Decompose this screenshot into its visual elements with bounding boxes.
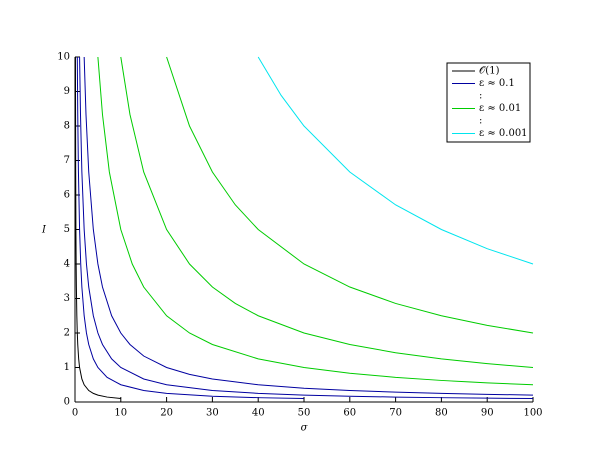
y-tick-label: 8 [64,121,70,132]
x-tick-label: 10 [114,408,127,419]
x-tick-label: 100 [523,408,542,419]
x-tick-label: 80 [435,408,448,419]
y-tick-label: 6 [64,190,70,201]
y-tick-label: 5 [64,224,70,235]
y-tick-label: 3 [64,293,70,304]
y-tick-label: 9 [64,86,70,97]
curve [257,56,534,265]
x-tick-label: 60 [343,408,356,419]
x-tick-label: 0 [72,408,78,419]
legend-label: ε ≈ 0.01 [479,103,521,114]
curve [76,56,305,400]
legend-label: 𝒪(1) [479,66,500,77]
y-tick-label: 0 [64,397,70,408]
y-tick-label: 2 [64,328,70,339]
curve [74,56,121,400]
legend-label: ε ≈ 0.001 [479,128,528,139]
x-tick-label: 20 [160,408,173,419]
x-tick-label: 50 [298,408,311,419]
legend-box [446,62,531,143]
x-tick-label: 70 [389,408,402,419]
curve [83,56,534,396]
x-tick-label: 90 [481,408,494,419]
y-axis-label: I [41,225,47,236]
y-tick-label: 4 [64,259,70,270]
y-tick-label: 7 [64,155,70,166]
x-tick-label: 30 [206,408,219,419]
legend-spacer: : [479,91,482,102]
y-tick-label: 1 [64,362,70,373]
x-tick-label: 40 [252,408,265,419]
legend-spacer: : [479,116,482,127]
curve [120,56,534,368]
curve [166,56,534,334]
curve [97,56,534,386]
x-axis-label: σ [301,423,309,434]
y-tick-label: 10 [57,52,70,63]
curve [79,56,534,400]
legend-label: ε ≈ 0.1 [479,78,515,89]
